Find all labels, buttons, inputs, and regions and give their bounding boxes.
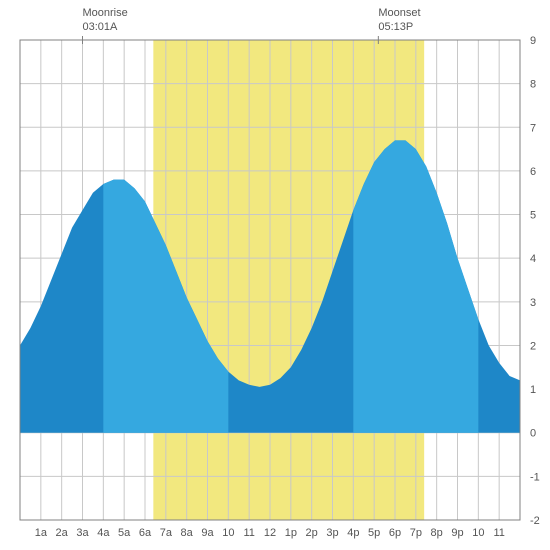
y-tick-label: 0 (530, 428, 536, 440)
x-tick-label: 7p (410, 527, 422, 539)
x-tick-label: 10 (222, 527, 234, 539)
x-tick-label: 9a (201, 527, 214, 539)
x-tick-label: 8p (431, 527, 443, 539)
y-tick-label: 3 (530, 297, 536, 309)
x-tick-label: 9p (451, 527, 463, 539)
x-tick-label: 12 (264, 527, 276, 539)
x-tick-label: 1a (35, 527, 48, 539)
x-tick-label: 2a (56, 527, 69, 539)
x-tick-label: 11 (493, 527, 504, 539)
y-tick-label: 7 (530, 122, 536, 134)
y-tick-label: -2 (530, 515, 540, 527)
x-tick-label: 5a (118, 527, 131, 539)
x-tick-label: 3a (76, 527, 89, 539)
moonrise-title: Moonrise (83, 6, 128, 20)
x-tick-label: 1p (285, 527, 297, 539)
moonrise-time: 03:01A (83, 20, 128, 34)
x-tick-label: 4a (97, 527, 110, 539)
x-tick-label: 7a (160, 527, 173, 539)
y-tick-label: 8 (530, 79, 536, 91)
x-tick-label: 3p (326, 527, 338, 539)
x-tick-label: 8a (181, 527, 194, 539)
chart-svg: 1a2a3a4a5a6a7a8a9a1011121p2p3p4p5p6p7p8p… (0, 0, 550, 550)
y-tick-label: -1 (530, 471, 540, 483)
x-tick-label: 11 (243, 527, 254, 539)
x-tick-label: 10 (472, 527, 484, 539)
x-tick-label: 6a (139, 527, 152, 539)
moonrise-annotation: Moonrise 03:01A (83, 6, 128, 35)
x-tick-label: 4p (347, 527, 359, 539)
y-tick-label: 9 (530, 35, 536, 47)
y-tick-label: 6 (530, 166, 536, 178)
moonset-time: 05:13P (378, 20, 420, 34)
tide-chart: Moonrise 03:01A Moonset 05:13P 1a 2a 3a 4a 5… (0, 0, 550, 550)
y-tick-label: 2 (530, 340, 536, 352)
x-tick-label: 6p (389, 527, 401, 539)
x-tick-label: 5p (368, 527, 380, 539)
x-tick-label: 2p (306, 527, 318, 539)
x-axis-labels: 1a 2a 3a 4a 5a 6a 7a 8a 9a 10 11 12 1p 2p 3p 4p 5p 6p 7p 8p… (35, 527, 505, 539)
moonset-title: Moonset (378, 6, 420, 20)
moonset-annotation: Moonset 05:13P (378, 6, 420, 35)
y-tick-label: 5 (530, 210, 536, 222)
y-tick-label: 1 (530, 384, 536, 396)
y-tick-label: 4 (530, 253, 536, 265)
